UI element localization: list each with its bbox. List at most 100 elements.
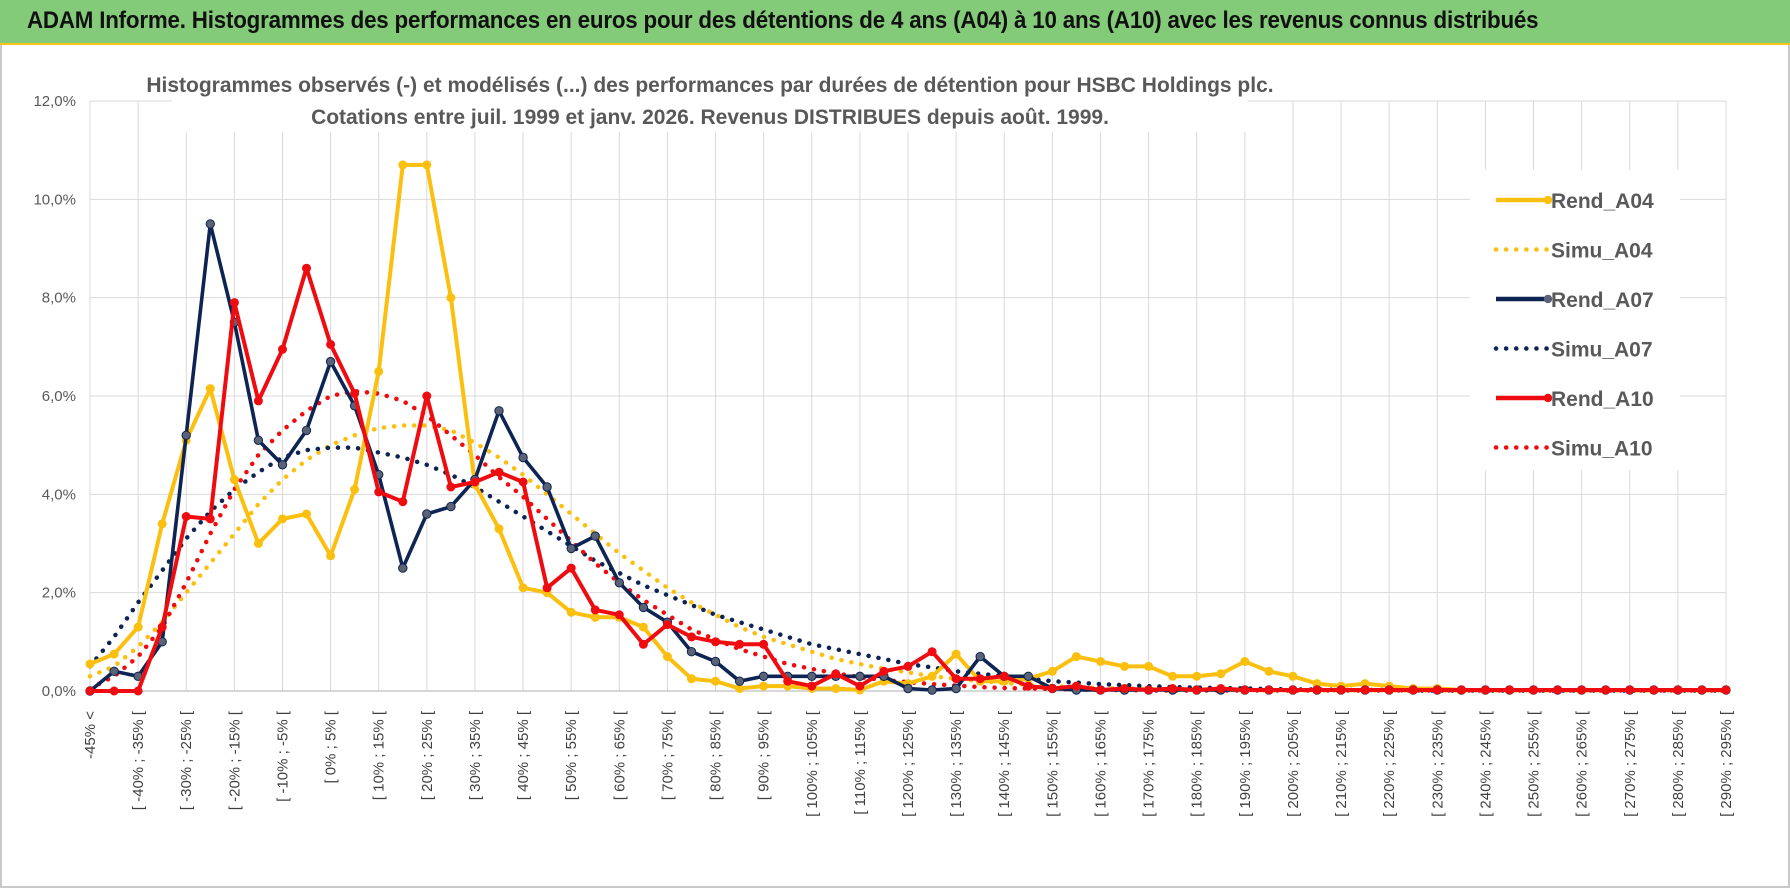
data-point: [494, 406, 504, 416]
data-point: [1216, 669, 1226, 679]
data-point: [999, 671, 1009, 681]
data-point: [253, 396, 263, 406]
data-point: [422, 160, 432, 170]
data-point: [614, 610, 624, 620]
data-point: [951, 649, 961, 659]
data-point: [205, 514, 215, 524]
data-point: [1625, 685, 1635, 695]
data-point: [566, 543, 576, 554]
chart-legend: Rend_A04 Simu_A04 Rend_A07 Simu_A07 Rend_A10…: [1470, 170, 1680, 470]
data-point: [590, 531, 600, 541]
data-point: [326, 551, 336, 561]
x-tick-label: [ -30% ; -25% [: [178, 710, 195, 810]
data-point: [133, 622, 143, 632]
data-point: [1721, 685, 1731, 695]
data-point: [181, 430, 191, 440]
data-point: [1336, 685, 1346, 695]
x-tick-label: [ 110% ; 115% [: [852, 710, 869, 815]
data-point: [85, 686, 95, 696]
x-tick-label: [ 170% ; 175% [: [1141, 710, 1158, 817]
data-point: [831, 684, 841, 693]
x-tick-label: [ 210% ; 215% [: [1333, 710, 1350, 817]
data-point: [927, 647, 937, 657]
data-point: [734, 676, 745, 686]
data-point: [109, 649, 119, 659]
data-point: [638, 639, 648, 649]
data-point: [975, 674, 985, 684]
x-tick-label: [ 60% ; 65% [: [611, 710, 628, 800]
data-point: [253, 435, 264, 445]
data-point: [687, 674, 696, 684]
data-point: [807, 671, 817, 681]
x-tick-label: [ -10% ; -5% [: [274, 710, 291, 802]
data-point: [518, 452, 528, 463]
data-point: [1144, 685, 1154, 695]
data-point: [494, 524, 504, 534]
x-tick-label: [ 190% ; 195% [: [1237, 710, 1254, 817]
x-tick-label: [ 230% ; 235% [: [1429, 710, 1446, 817]
data-point: [1673, 685, 1683, 695]
data-point: [374, 366, 384, 376]
series-layer: [85, 160, 1731, 696]
legend-marker: [1543, 195, 1553, 205]
legend-item-rend-a07: Rend_A07: [1496, 289, 1654, 312]
data-point: [326, 339, 336, 349]
banner-title: ADAM Informe. Histogrammes des performan…: [27, 7, 1539, 34]
data-point: [1480, 685, 1490, 695]
data-point: [687, 632, 696, 642]
data-point: [927, 685, 937, 695]
data-point: [85, 659, 95, 669]
legend-item-rend-a04: Rend_A04: [1496, 190, 1654, 213]
x-tick-label: [ 220% ; 225% [: [1381, 710, 1398, 817]
y-tick-label: 6,0%: [42, 388, 76, 405]
x-tick-label: [ -20% ; -15% [: [226, 710, 243, 810]
data-point: [951, 674, 961, 684]
data-point: [181, 512, 191, 521]
data-point: [398, 160, 408, 170]
x-tick-label: [ 140% ; 145% [: [996, 710, 1013, 817]
data-point: [301, 425, 312, 436]
data-point: [109, 666, 119, 676]
x-tick-label: [ 0% ; 5% [: [323, 710, 340, 783]
x-tick-label: [ 240% ; 245% [: [1477, 710, 1494, 817]
chart-title: Histogrammes observés (-) et modélisés (…: [146, 70, 1274, 132]
data-point: [325, 356, 336, 367]
data-point: [759, 639, 769, 649]
x-tick-label: [ 160% ; 165% [: [1092, 710, 1109, 817]
legend-item-simu-a04: Simu_A04: [1493, 240, 1653, 263]
data-point: [398, 497, 408, 507]
data-point: [350, 484, 360, 494]
x-tick-label: [ 90% ; 95% [: [756, 710, 773, 800]
data-point: [518, 477, 528, 487]
data-point: [1168, 684, 1178, 693]
data-point: [1384, 685, 1394, 695]
data-point: [855, 681, 865, 691]
data-point: [590, 612, 600, 622]
data-point: [1216, 684, 1226, 693]
data-point: [278, 344, 287, 354]
x-tick-label: [ 200% ; 205% [: [1285, 710, 1302, 817]
data-point: [975, 651, 985, 662]
data-point: [1023, 681, 1033, 691]
data-point: [302, 509, 311, 519]
data-point: [1312, 685, 1322, 695]
data-point: [686, 647, 697, 657]
data-point: [422, 509, 432, 519]
data-point: [1601, 685, 1611, 695]
data-point: [566, 563, 576, 573]
data-point: [1360, 685, 1370, 695]
data-point: [927, 671, 937, 681]
data-point: [662, 620, 672, 630]
data-point: [398, 563, 408, 573]
data-point: [302, 263, 311, 273]
data-point: [590, 605, 600, 615]
data-point: [1553, 685, 1563, 695]
data-point: [758, 671, 769, 681]
data-point: [253, 539, 263, 548]
data-point: [229, 475, 239, 485]
data-point: [518, 583, 528, 593]
legend-label: Simu_A04: [1551, 240, 1653, 263]
data-point: [1432, 685, 1442, 695]
legend-label: Simu_A10: [1551, 438, 1653, 461]
x-tick-label: [ 100% ; 105% [: [804, 710, 821, 817]
